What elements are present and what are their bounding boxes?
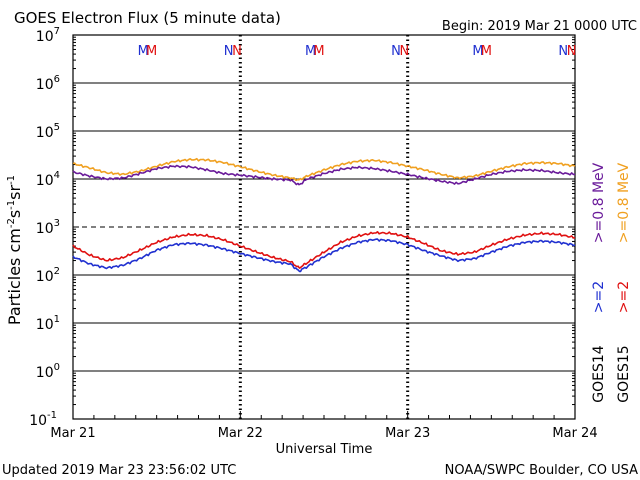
day-dividers (238, 35, 410, 419)
goes15-sat-label: GOES15 (616, 345, 632, 402)
y-tick-exponent: 6 (54, 74, 60, 85)
magnetopause-marker: M (481, 44, 492, 59)
x-tick-label: Mar 23 (385, 426, 430, 441)
series-line-goes14-0-8-mev (72, 164, 576, 186)
x-tick-label: Mar 21 (50, 426, 95, 441)
midnight-marker: N (558, 44, 568, 59)
goes15-low-label: >=0.8 MeV (616, 162, 632, 243)
credit-label: NOAA/SWPC Boulder, CO USA (445, 463, 638, 478)
midnight-marker: N (567, 44, 577, 59)
midnight-marker: N (391, 44, 401, 59)
mn-markers: MM NN MM NN MM NN (138, 44, 577, 59)
goes15-high-label: >=2 (616, 281, 632, 313)
updated-label: Updated 2019 Mar 23 23:56:02 UTC (2, 463, 236, 478)
magnetopause-marker: M (313, 44, 324, 59)
y-tick-exponent: 1 (54, 314, 60, 325)
magnetopause-marker: M (305, 44, 316, 59)
midnight-marker: N (399, 44, 409, 59)
y-tick-exponent: 3 (54, 218, 60, 229)
y-tick-label: 104 (36, 170, 60, 189)
series-line-goes14-2 (72, 238, 576, 273)
y-tick-exponent: 7 (54, 26, 60, 37)
y-tick-label: 102 (36, 266, 60, 285)
midnight-marker: N (224, 44, 234, 59)
y-tick-label: 100 (36, 362, 60, 381)
x-axis-ticks: Mar 21 Mar 22 Mar 23 Mar 24 (50, 411, 598, 441)
goes14-high-label: >=2 (591, 281, 607, 313)
y-tick-exponent: 5 (54, 122, 60, 133)
goes14-sat-label: GOES14 (591, 345, 607, 403)
magnetopause-marker: M (146, 44, 157, 59)
y-tick-label: 101 (36, 314, 60, 333)
x-tick-label: Mar 24 (552, 426, 597, 441)
begin-label: Begin: 2019 Mar 21 0000 UTC (442, 19, 637, 34)
y-tick-label: 106 (36, 74, 60, 93)
series-line-goes15-0-8-mev (72, 157, 576, 182)
y-tick-exponent: 0 (54, 362, 60, 373)
magnetopause-marker: M (472, 44, 483, 59)
y-tick-label: 105 (36, 122, 60, 141)
goes14-low-label: >=0.8 MeV (591, 162, 607, 243)
y-axis-title: Particles cm-2s-1sr-1 (5, 175, 24, 325)
y-tick-exponent: -1 (47, 410, 57, 421)
series-line-goes15-2 (72, 231, 576, 269)
series-lines (72, 157, 576, 273)
chart-title: GOES Electron Flux (5 minute data) (14, 9, 281, 27)
magnetopause-marker: M (138, 44, 149, 59)
y-tick-exponent: 4 (54, 170, 60, 181)
x-axis-title: Universal Time (276, 442, 373, 457)
y-tick-label: 107 (36, 26, 60, 45)
midnight-marker: N (232, 44, 242, 59)
right-legend: >=0.8 MeV >=0.8 MeV >=2 >=2 GOES15 GOES1… (591, 162, 632, 402)
y-tick-label: 103 (36, 218, 60, 237)
x-tick-label: Mar 22 (218, 426, 263, 441)
y-tick-exponent: 2 (54, 266, 60, 277)
gridlines (73, 82, 575, 372)
